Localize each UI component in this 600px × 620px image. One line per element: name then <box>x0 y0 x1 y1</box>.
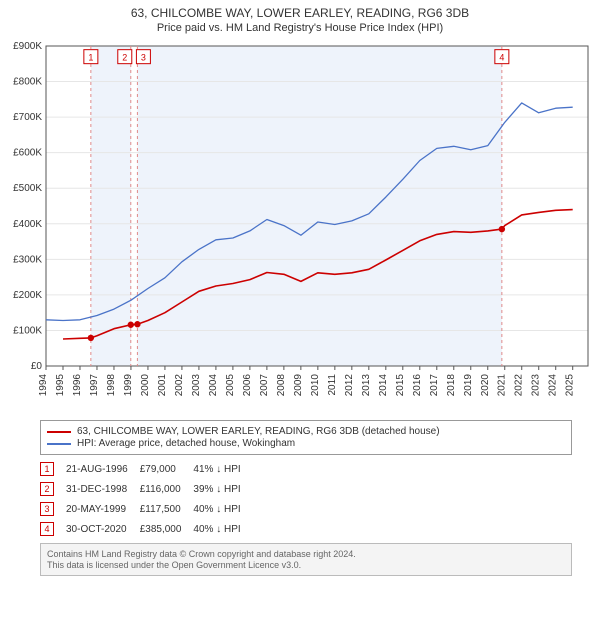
svg-text:2009: 2009 <box>293 374 304 397</box>
sale-date: 20-MAY-1999 <box>66 499 140 519</box>
svg-text:2016: 2016 <box>412 374 423 397</box>
svg-text:2005: 2005 <box>225 374 236 397</box>
chart-area: £0 £100K £200K £300K £400K £500K £600K £700K £80… <box>0 36 600 416</box>
sale-price: £117,500 <box>140 499 194 519</box>
svg-text:2021: 2021 <box>497 374 508 397</box>
svg-text:1997: 1997 <box>89 374 100 397</box>
svg-text:2023: 2023 <box>531 374 542 397</box>
svg-text:1999: 1999 <box>123 374 134 397</box>
svg-text:£600K: £600K <box>13 148 42 159</box>
svg-text:2022: 2022 <box>514 374 525 397</box>
attribution-footer: Contains HM Land Registry data © Crown c… <box>40 543 572 576</box>
sale-marker-box: 2 <box>40 482 54 496</box>
legend-item-property: 63, CHILCOMBE WAY, LOWER EARLEY, READING… <box>47 426 565 437</box>
sale-marker-box: 3 <box>40 502 54 516</box>
svg-text:2024: 2024 <box>548 374 559 397</box>
svg-text:2017: 2017 <box>429 374 440 397</box>
sales-table: 1 21-AUG-1996£79,00041% ↓ HPI 2 31-DEC-1998… <box>40 459 253 539</box>
sale-date: 21-AUG-1996 <box>66 459 140 479</box>
svg-text:4: 4 <box>499 53 504 63</box>
sale-marker-box: 4 <box>40 522 54 536</box>
footer-line2: This data is licensed under the Open Gov… <box>47 560 565 570</box>
svg-text:2015: 2015 <box>395 374 406 397</box>
svg-text:2000: 2000 <box>140 374 151 397</box>
sale-date: 30-OCT-2020 <box>66 519 140 539</box>
svg-text:£300K: £300K <box>13 254 42 265</box>
svg-text:2012: 2012 <box>344 374 355 397</box>
sale-price: £116,000 <box>140 479 194 499</box>
sale-hpi-delta: 41% ↓ HPI <box>193 459 252 479</box>
svg-text:2003: 2003 <box>191 374 202 397</box>
legend: 63, CHILCOMBE WAY, LOWER EARLEY, READING… <box>40 420 572 455</box>
svg-text:£900K: £900K <box>13 41 42 52</box>
legend-swatch-hpi <box>47 443 71 445</box>
sales-row: 3 20-MAY-1999£117,50040% ↓ HPI <box>40 499 253 519</box>
sale-date: 31-DEC-1998 <box>66 479 140 499</box>
svg-text:2: 2 <box>122 53 127 63</box>
svg-text:£400K: £400K <box>13 219 42 230</box>
svg-text:2013: 2013 <box>361 374 372 397</box>
sale-marker-box: 1 <box>40 462 54 476</box>
svg-text:2018: 2018 <box>446 374 457 397</box>
sale-hpi-delta: 40% ↓ HPI <box>193 499 252 519</box>
chart-svg: £0 £100K £200K £300K £400K £500K £600K £700K £80… <box>0 36 600 416</box>
legend-item-hpi: HPI: Average price, detached house, Woki… <box>47 438 565 449</box>
svg-text:2019: 2019 <box>463 374 474 397</box>
svg-text:£0: £0 <box>31 361 43 372</box>
svg-text:2004: 2004 <box>208 374 219 397</box>
svg-text:2001: 2001 <box>157 374 168 397</box>
svg-text:1998: 1998 <box>106 374 117 397</box>
legend-label-hpi: HPI: Average price, detached house, Woki… <box>77 438 295 449</box>
svg-text:£700K: £700K <box>13 112 42 123</box>
svg-text:2008: 2008 <box>276 374 287 397</box>
svg-text:2002: 2002 <box>174 374 185 397</box>
sales-row: 4 30-OCT-2020£385,00040% ↓ HPI <box>40 519 253 539</box>
svg-text:2014: 2014 <box>378 374 389 397</box>
svg-text:1996: 1996 <box>72 374 83 397</box>
svg-text:£500K: £500K <box>13 183 42 194</box>
footer-line1: Contains HM Land Registry data © Crown c… <box>47 549 565 559</box>
svg-text:£100K: £100K <box>13 325 42 336</box>
svg-text:£200K: £200K <box>13 290 42 301</box>
sale-hpi-delta: 39% ↓ HPI <box>193 479 252 499</box>
svg-text:2006: 2006 <box>242 374 253 397</box>
svg-text:3: 3 <box>141 53 146 63</box>
svg-text:2020: 2020 <box>480 374 491 397</box>
svg-text:1: 1 <box>88 53 93 63</box>
legend-label-property: 63, CHILCOMBE WAY, LOWER EARLEY, READING… <box>77 426 440 437</box>
chart-title-line1: 63, CHILCOMBE WAY, LOWER EARLEY, READING… <box>8 6 592 20</box>
chart-title-line2: Price paid vs. HM Land Registry's House … <box>8 22 592 34</box>
svg-text:1995: 1995 <box>55 374 66 397</box>
svg-text:2007: 2007 <box>259 374 270 397</box>
sale-price: £385,000 <box>140 519 194 539</box>
legend-swatch-property <box>47 431 71 433</box>
chart-title-block: 63, CHILCOMBE WAY, LOWER EARLEY, READING… <box>0 0 600 36</box>
svg-text:2010: 2010 <box>310 374 321 397</box>
sales-row: 2 31-DEC-1998£116,00039% ↓ HPI <box>40 479 253 499</box>
svg-text:£800K: £800K <box>13 77 42 88</box>
sales-row: 1 21-AUG-1996£79,00041% ↓ HPI <box>40 459 253 479</box>
svg-text:1994: 1994 <box>38 374 49 397</box>
sale-price: £79,000 <box>140 459 194 479</box>
svg-text:2011: 2011 <box>327 374 338 396</box>
svg-text:2025: 2025 <box>565 374 576 397</box>
sale-hpi-delta: 40% ↓ HPI <box>193 519 252 539</box>
